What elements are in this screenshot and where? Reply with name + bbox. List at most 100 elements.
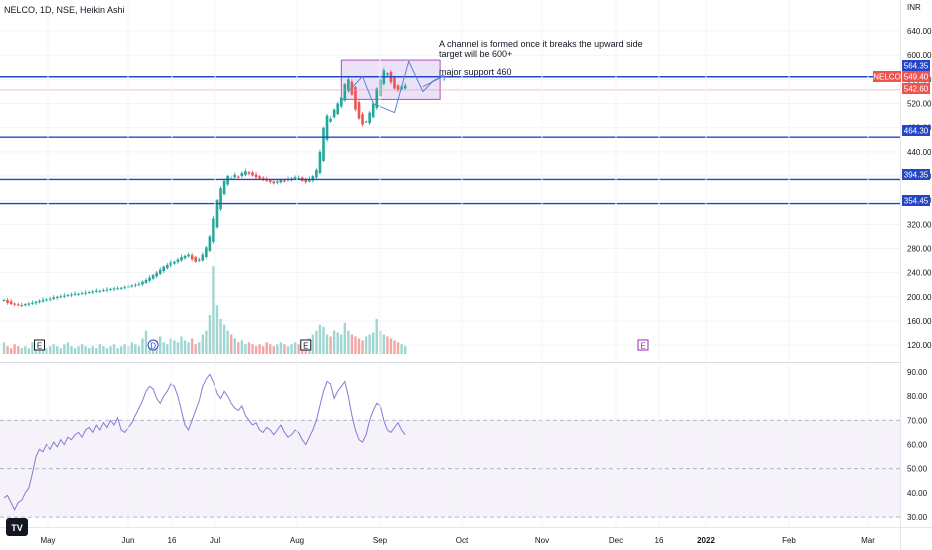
time-axis[interactable]: May Jun 16 Jul Aug Sep Oct Nov Dec 16 2022 Feb Mar <box>40 0 875 545</box>
candle-body <box>403 85 407 89</box>
candle-body <box>375 88 379 109</box>
volume-bar <box>265 342 268 354</box>
volume-bar <box>251 344 254 354</box>
candle-body <box>116 288 119 290</box>
candle-body <box>95 290 98 292</box>
candle-body <box>336 103 339 115</box>
badge-354: 354.45 <box>904 197 929 206</box>
volume-bar <box>240 340 244 354</box>
volume-bar <box>17 346 20 354</box>
volume-bar <box>52 344 55 354</box>
volume-bar <box>364 336 368 354</box>
candle-body <box>215 200 219 228</box>
volume-bar <box>375 318 378 354</box>
candle-body <box>98 290 102 292</box>
volume-bar <box>205 330 208 354</box>
candle-body <box>173 261 176 264</box>
time-tick-label: Mar <box>861 536 875 545</box>
volume-bar <box>80 344 84 354</box>
volume-bar <box>119 346 123 354</box>
price-tick-label: 280.00 <box>907 245 932 254</box>
volume-bar <box>286 346 290 354</box>
volume-bar <box>27 348 31 354</box>
volume-bar <box>272 346 275 354</box>
candle-body <box>91 291 95 293</box>
candle-body <box>176 259 180 263</box>
rsi-tick-label: 70.00 <box>907 416 928 425</box>
volume-bar <box>279 342 283 354</box>
volume-bar <box>123 344 126 354</box>
time-tick-label: Dec <box>609 536 623 545</box>
volume-bar <box>347 330 350 354</box>
volume-bar <box>187 342 190 354</box>
volume-bar <box>183 340 187 354</box>
volume-bar <box>59 348 62 354</box>
price-tick-label: 120.00 <box>907 341 932 350</box>
candle-body <box>80 293 84 295</box>
rsi-axis[interactable]: 30.00 40.00 50.00 60.00 70.00 80.00 90.00 <box>907 368 928 522</box>
candle-body <box>251 172 254 176</box>
svg-text:TV: TV <box>11 523 23 533</box>
candle-body <box>396 85 400 91</box>
candle-body <box>212 218 215 242</box>
currency-label[interactable]: INR <box>907 3 921 12</box>
candle-body <box>244 171 247 176</box>
candle-body <box>371 103 375 118</box>
candle-body <box>55 296 59 299</box>
candle-body <box>148 277 151 281</box>
rsi-tick-label: 40.00 <box>907 489 928 498</box>
volume-bar <box>230 334 233 354</box>
candle-body <box>87 292 91 294</box>
candle-body <box>197 259 201 261</box>
candle-body <box>48 298 52 300</box>
volume-bar <box>222 324 226 354</box>
volume-bar <box>31 342 34 354</box>
volume-bar <box>400 344 403 354</box>
volume-bar <box>372 332 375 354</box>
volume-bar <box>396 342 400 354</box>
time-tick-label: 16 <box>168 536 177 545</box>
candle-body <box>141 281 144 285</box>
candle-body <box>194 256 197 262</box>
volume-bar <box>215 305 219 354</box>
volume-bar <box>368 334 371 354</box>
annotation-target[interactable]: target will be 600+ <box>439 49 512 59</box>
event-marker-d[interactable]: D <box>147 339 159 351</box>
time-tick-label: Nov <box>535 536 549 545</box>
candle-body <box>190 255 194 260</box>
rsi-tick-label: 60.00 <box>907 441 928 450</box>
candle-body <box>9 301 13 305</box>
annotation-channel[interactable]: A channel is formed once it breaks the u… <box>439 39 643 49</box>
volume-bar <box>336 332 339 354</box>
annotation-support[interactable]: major support 460 <box>439 67 512 77</box>
candle-body <box>112 288 116 290</box>
candle-body <box>102 290 105 292</box>
event-marker-e[interactable]: E <box>34 339 45 351</box>
volume-bar <box>315 330 318 354</box>
event-marker-e[interactable]: E <box>300 339 312 351</box>
candle-body <box>66 295 70 297</box>
volume-bar <box>141 338 144 354</box>
tradingview-logo[interactable]: TV <box>6 518 28 536</box>
volume-bar <box>20 348 23 354</box>
volume-bar <box>318 324 322 354</box>
time-tick-label: Jul <box>210 536 220 545</box>
candle-body <box>169 262 173 266</box>
candle-body <box>233 174 237 178</box>
candle-body <box>162 266 166 272</box>
event-marker-shape <box>637 339 649 351</box>
volume-bar <box>382 334 386 354</box>
event-marker-e[interactable]: E <box>637 339 649 351</box>
candle-body <box>364 121 368 123</box>
volume-bar <box>247 342 251 354</box>
volume-bar <box>201 334 204 354</box>
support-lines <box>0 76 900 205</box>
volume-bar <box>244 344 247 354</box>
candle-body <box>155 272 158 277</box>
candle-body <box>123 287 126 289</box>
candle-body <box>13 303 16 305</box>
price-tick-label: 160.00 <box>907 317 932 326</box>
candle-body <box>119 287 123 289</box>
candle-body <box>343 84 347 101</box>
